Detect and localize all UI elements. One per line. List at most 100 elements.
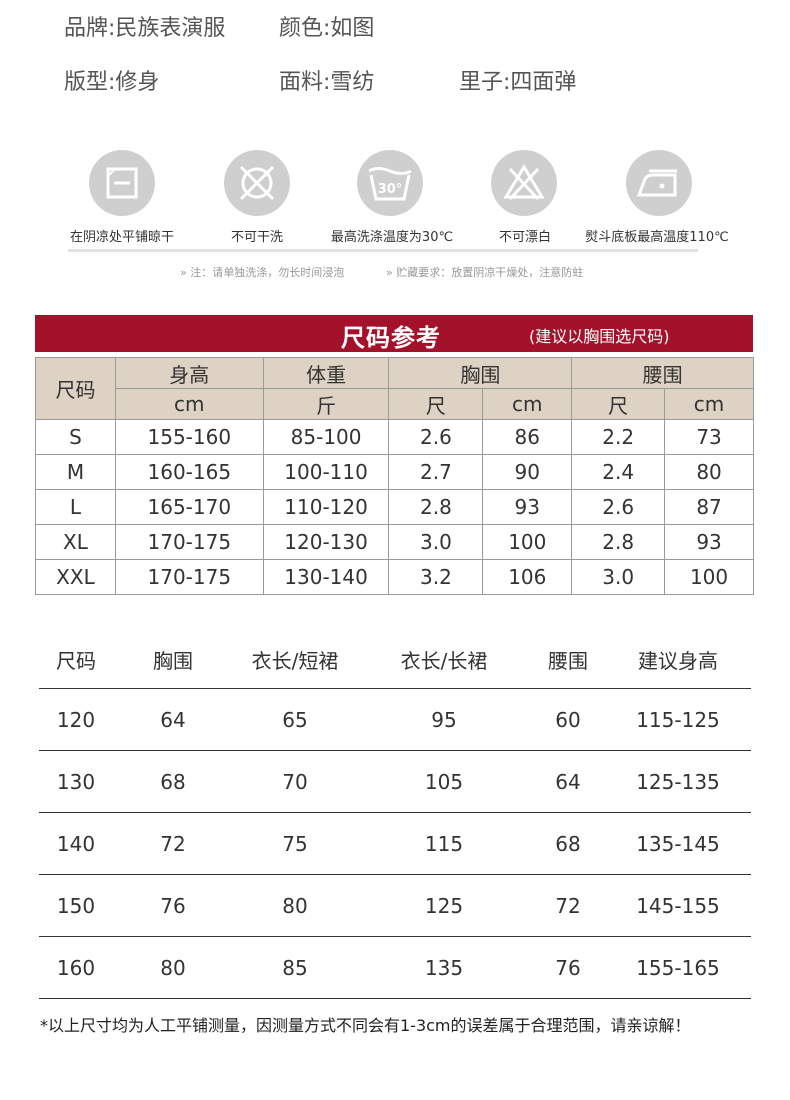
dry-flat-shade-icon bbox=[89, 150, 155, 216]
header-size: 尺码 bbox=[35, 357, 116, 420]
table-cell: 75 bbox=[233, 812, 357, 875]
kids-header-short-length: 衣长/短裙 bbox=[233, 630, 357, 689]
table-cell: 105 bbox=[357, 750, 531, 813]
table-cell: 2.6 bbox=[571, 489, 666, 525]
table-cell: 85 bbox=[233, 936, 357, 999]
care-label-no-bleach: 不可漂白 bbox=[498, 230, 552, 245]
table-row: XL 170-175 120-130 3.0 100 2.8 93 bbox=[35, 524, 754, 560]
unit-waist-chi: 尺 bbox=[571, 388, 666, 420]
table-cell: 170-175 bbox=[114, 559, 264, 595]
table-cell: M bbox=[35, 454, 116, 490]
table-row: 140 72 75 115 68 135-145 bbox=[39, 812, 751, 875]
table-row: S 155-160 85-100 2.6 86 2.2 73 bbox=[35, 419, 754, 455]
table-cell: 135-145 bbox=[605, 812, 751, 875]
table-cell: 125-135 bbox=[605, 750, 751, 813]
unit-chest-cm: cm bbox=[482, 388, 573, 420]
table-cell: 155-160 bbox=[114, 419, 264, 455]
table-cell: 95 bbox=[357, 688, 531, 751]
care-label-no-dry-clean: 不可干洗 bbox=[230, 230, 284, 245]
table-cell: 93 bbox=[482, 489, 573, 525]
spec-brand: 品牌:民族表演服 bbox=[64, 16, 226, 41]
table-cell: 165-170 bbox=[114, 489, 264, 525]
unit-chest-chi: 尺 bbox=[388, 388, 484, 420]
table-cell: 72 bbox=[531, 874, 605, 937]
table-cell: 72 bbox=[113, 812, 233, 875]
table-cell: 170-175 bbox=[114, 524, 264, 560]
kids-header-chest: 胸围 bbox=[113, 630, 233, 689]
table-row: 160 80 85 135 76 155-165 bbox=[39, 936, 751, 999]
table-cell: 115 bbox=[357, 812, 531, 875]
table-cell: 2.4 bbox=[571, 454, 666, 490]
care-label-iron: 熨斗底板最高温度110℃ bbox=[585, 230, 729, 245]
care-label-dry: 在阴凉处平铺晾干 bbox=[69, 230, 175, 245]
table-cell: 120 bbox=[39, 688, 113, 751]
kids-table-header-row: 尺码 胸围 衣长/短裙 衣长/长裙 腰围 建议身高 bbox=[39, 630, 751, 689]
table-cell: 3.0 bbox=[388, 524, 484, 560]
unit-waist-cm: cm bbox=[664, 388, 754, 420]
header-weight: 体重 bbox=[262, 357, 390, 389]
no-bleach-icon bbox=[491, 150, 557, 216]
table-row: XXL 170-175 130-140 3.2 106 3.0 100 bbox=[35, 559, 754, 595]
table-cell: 85-100 bbox=[262, 419, 390, 455]
spec-lining: 里子:四面弹 bbox=[459, 70, 577, 95]
table-cell: XL bbox=[35, 524, 116, 560]
table-cell: 80 bbox=[233, 874, 357, 937]
kids-header-size: 尺码 bbox=[39, 630, 113, 689]
kids-header-waist: 腰围 bbox=[531, 630, 605, 689]
table-cell: 140 bbox=[39, 812, 113, 875]
table-cell: 90 bbox=[482, 454, 573, 490]
table-cell: 68 bbox=[113, 750, 233, 813]
table-cell: 150 bbox=[39, 874, 113, 937]
unit-height: cm bbox=[114, 388, 264, 420]
care-divider bbox=[68, 249, 698, 252]
table-cell: 115-125 bbox=[605, 688, 751, 751]
measurement-footnote: *以上尺寸均为人工平铺测量，因测量方式不同会有1-3cm的误差属于合理范围，请亲… bbox=[40, 1016, 691, 1035]
banner-title: 尺码参考 bbox=[341, 324, 441, 352]
table-cell: XXL bbox=[35, 559, 116, 595]
table-cell: 64 bbox=[531, 750, 605, 813]
spec-fit: 版型:修身 bbox=[64, 70, 160, 95]
table-cell: 65 bbox=[233, 688, 357, 751]
table-cell: 135 bbox=[357, 936, 531, 999]
table-cell: 2.2 bbox=[571, 419, 666, 455]
table-cell: 80 bbox=[664, 454, 754, 490]
wash-temperature-text: 30° bbox=[378, 182, 403, 197]
table-row: 130 68 70 105 64 125-135 bbox=[39, 750, 751, 813]
banner-subtitle: (建议以胸围选尺码) bbox=[529, 327, 670, 346]
table-cell: 160 bbox=[39, 936, 113, 999]
care-note-wash: » 注：请单独洗涤，勿长时间浸泡 bbox=[180, 266, 345, 279]
table-cell: 130 bbox=[39, 750, 113, 813]
no-dry-clean-icon bbox=[224, 150, 290, 216]
table-cell: 76 bbox=[113, 874, 233, 937]
table-cell: 68 bbox=[531, 812, 605, 875]
size-table-header-row: 尺码 身高 体重 胸围 腰围 bbox=[35, 357, 754, 420]
kids-header-height: 建议身高 bbox=[605, 630, 751, 689]
kids-size-table: 尺码 胸围 衣长/短裙 衣长/长裙 腰围 建议身高 120 64 65 95 6… bbox=[39, 630, 751, 999]
table-cell: 87 bbox=[664, 489, 754, 525]
table-cell: 2.8 bbox=[388, 489, 484, 525]
table-cell: 106 bbox=[482, 559, 573, 595]
size-reference-banner: 尺码参考 (建议以胸围选尺码) bbox=[35, 315, 753, 352]
table-cell: 100 bbox=[482, 524, 573, 560]
table-cell: L bbox=[35, 489, 116, 525]
table-row: 120 64 65 95 60 115-125 bbox=[39, 688, 751, 751]
table-row: M 160-165 100-110 2.7 90 2.4 80 bbox=[35, 454, 754, 490]
wash-30-icon: 30° bbox=[357, 150, 423, 216]
table-cell: 100 bbox=[664, 559, 754, 595]
header-height: 身高 bbox=[114, 357, 264, 389]
size-table-unit-row: cm 斤 尺 cm 尺 cm bbox=[36, 388, 754, 420]
table-cell: 73 bbox=[664, 419, 754, 455]
table-cell: S bbox=[35, 419, 116, 455]
iron-icon bbox=[626, 150, 692, 216]
table-cell: 120-130 bbox=[262, 524, 390, 560]
care-note-storage: » 贮藏要求：放置阴凉干燥处，注意防蛀 bbox=[386, 266, 584, 279]
care-label-wash: 最高洗涤温度为30℃ bbox=[330, 230, 454, 245]
table-cell: 3.2 bbox=[388, 559, 484, 595]
table-cell: 86 bbox=[482, 419, 573, 455]
spec-color: 颜色:如图 bbox=[279, 16, 375, 41]
table-row: 150 76 80 125 72 145-155 bbox=[39, 874, 751, 937]
table-cell: 2.7 bbox=[388, 454, 484, 490]
table-cell: 130-140 bbox=[262, 559, 390, 595]
header-waist: 腰围 bbox=[571, 357, 754, 389]
size-table: 尺码 身高 体重 胸围 腰围 cm 斤 尺 cm 尺 cm S 155-160 … bbox=[35, 357, 754, 595]
